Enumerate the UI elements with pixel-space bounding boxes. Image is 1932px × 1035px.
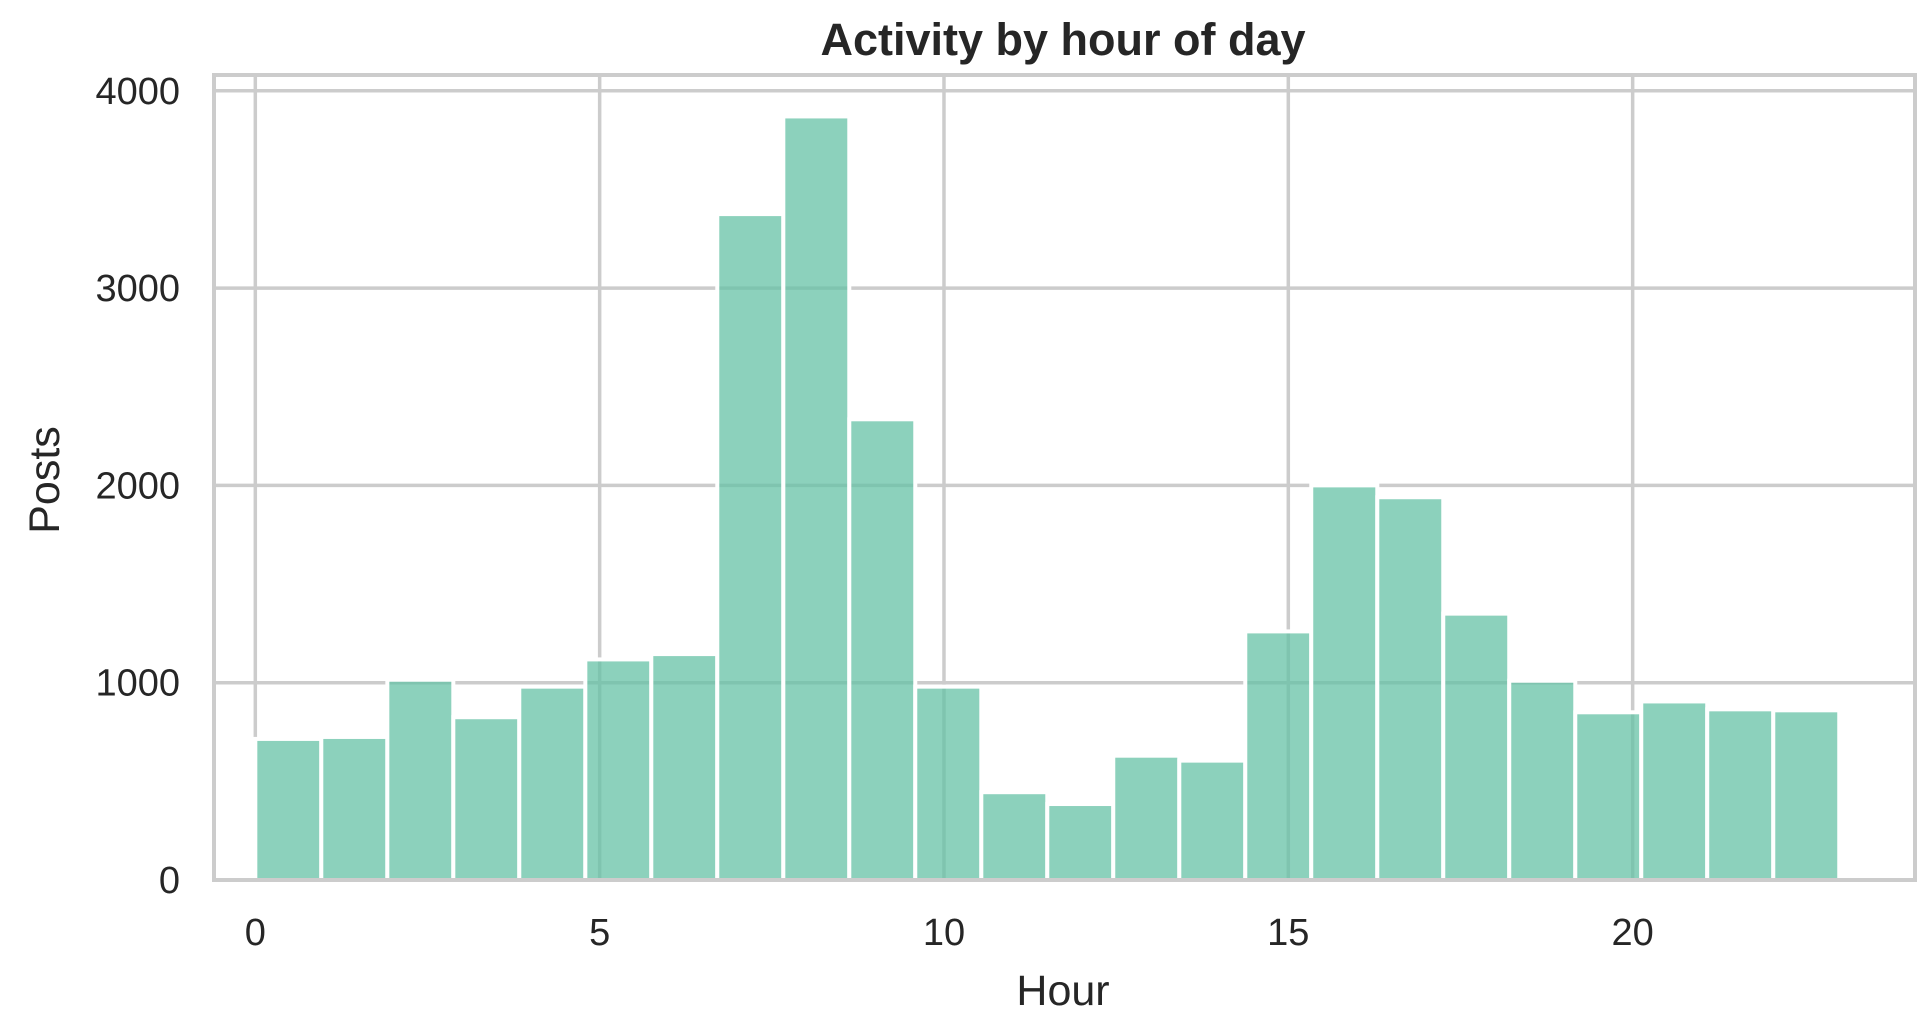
histogram-bar	[253, 736, 324, 882]
histogram-bar	[1705, 707, 1776, 882]
y-tick-label: 0	[159, 860, 180, 902]
histogram-bar	[1573, 710, 1644, 883]
x-tick-label: 5	[589, 912, 610, 954]
histogram-bar	[649, 652, 720, 883]
histogram-bar	[319, 734, 390, 882]
histogram-bar	[715, 212, 786, 883]
histogram-bar	[1375, 495, 1446, 882]
x-tick-label: 0	[245, 912, 266, 954]
histogram-bar	[1045, 802, 1116, 882]
histogram-bar	[781, 114, 852, 882]
axes-frame	[212, 73, 1917, 882]
y-tick-label: 1000	[95, 663, 180, 705]
histogram-bar	[583, 657, 654, 883]
histogram-bar	[385, 677, 456, 882]
x-tick-label: 20	[1612, 912, 1654, 954]
histogram-bar	[1111, 753, 1182, 883]
histogram-bars	[253, 114, 1842, 883]
x-tick-label: 10	[923, 912, 965, 954]
y-tick-label: 4000	[95, 71, 180, 113]
histogram-bar	[1243, 629, 1314, 882]
x-tick-label: 15	[1267, 912, 1309, 954]
histogram-bar	[913, 684, 984, 882]
histogram-bar	[1507, 678, 1578, 882]
histogram-bar	[517, 684, 588, 882]
y-tick-label: 3000	[95, 268, 180, 310]
chart-title: Activity by hour of day	[820, 14, 1305, 65]
histogram-bar	[847, 417, 918, 882]
x-axis-label: Hour	[1016, 967, 1109, 1015]
histogram-bar	[1639, 699, 1710, 882]
histogram-bar	[1771, 708, 1842, 882]
histogram-bar	[1441, 611, 1512, 882]
y-axis-label: Posts	[21, 426, 69, 534]
histogram-bar	[979, 790, 1050, 883]
histogram-bar	[1177, 758, 1248, 882]
y-tick-label: 2000	[95, 465, 180, 507]
histogram-bar	[1309, 483, 1380, 882]
y-tick-labels: 0 1000 2000 3000 4000	[95, 71, 180, 902]
histogram-bar	[451, 715, 522, 882]
x-tick-labels: 0 5 10 15 20	[245, 912, 1654, 954]
